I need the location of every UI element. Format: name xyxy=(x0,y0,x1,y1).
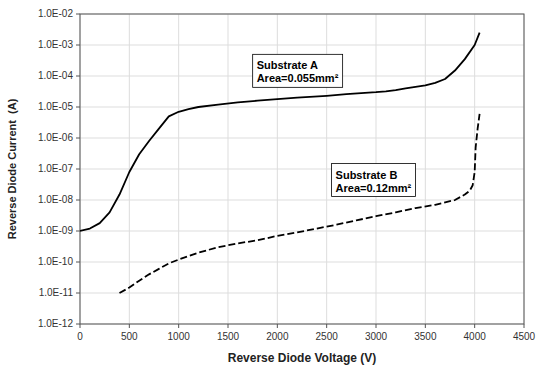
x-tick xyxy=(326,324,327,328)
x-tick xyxy=(524,324,525,328)
x-grid-line xyxy=(228,14,229,324)
y-grid-line xyxy=(80,169,524,170)
plot-area xyxy=(80,33,480,293)
x-tick xyxy=(376,324,377,328)
annotation-text: Substrate BArea=0.12mm² xyxy=(336,169,412,194)
y-tick-label: 1.0E-03 xyxy=(38,39,73,50)
x-tick xyxy=(129,324,130,328)
x-tick-label: 1500 xyxy=(217,331,240,342)
y-grid-line xyxy=(80,45,524,46)
y-tick xyxy=(76,169,80,170)
y-tick xyxy=(76,262,80,263)
y-grid-line xyxy=(80,293,524,294)
y-tick-label: 1.0E-06 xyxy=(38,132,73,143)
y-tick xyxy=(76,293,80,294)
x-tick-label: 0 xyxy=(77,331,83,342)
y-tick xyxy=(76,76,80,77)
x-tick-label: 3500 xyxy=(414,331,437,342)
plot-frame xyxy=(80,14,524,324)
y-grid-line xyxy=(80,138,524,139)
y-tick-label: 1.0E-11 xyxy=(39,287,74,298)
x-tick xyxy=(425,324,426,328)
y-tick xyxy=(76,14,80,15)
chart: 1.0E-12 1.0E-11 1.0E-10 1.0E-09 1.0E-08 1.0E-… xyxy=(0,0,542,370)
x-grid-line xyxy=(178,14,179,324)
x-tick xyxy=(474,324,475,328)
y-tick xyxy=(76,45,80,46)
x-axis-label: Reverse Diode Voltage (V) xyxy=(228,351,377,365)
annotation-line: Substrate A xyxy=(257,59,318,71)
x-grid-line xyxy=(425,14,426,324)
x-grid-line xyxy=(129,14,130,324)
x-tick-label: 2000 xyxy=(266,331,289,342)
x-tick-label: 1000 xyxy=(168,331,191,342)
annotation-box xyxy=(332,164,416,197)
series-line xyxy=(80,33,480,231)
annotation: Substrate BArea=0.12mm² xyxy=(332,164,416,197)
chart-container: 1.0E-12 1.0E-11 1.0E-10 1.0E-09 1.0E-08 1.0E-… xyxy=(0,0,542,370)
y-tick-label: 1.0E-08 xyxy=(38,194,73,205)
y-tick-label: 1.0E-10 xyxy=(38,256,73,267)
x-tick-label: 4000 xyxy=(464,331,487,342)
y-tick xyxy=(76,231,80,232)
annotation: Substrate AArea=0.055mm² xyxy=(253,54,343,87)
annotation-line: Area=0.055mm² xyxy=(257,72,339,84)
y-tick-label: 1.0E-05 xyxy=(38,101,73,112)
x-tick xyxy=(228,324,229,328)
y-tick xyxy=(76,200,80,201)
annotations: Substrate AArea=0.055mm²Substrate BArea=… xyxy=(253,54,416,196)
y-tick xyxy=(76,138,80,139)
annotation-line: Area=0.12mm² xyxy=(336,182,412,194)
y-tick xyxy=(76,324,80,325)
axes: 1.0E-12 1.0E-11 1.0E-10 1.0E-09 1.0E-08 1.0E-… xyxy=(38,8,536,342)
y-tick-label: 1.0E-04 xyxy=(38,70,73,81)
y-grid-line xyxy=(80,262,524,263)
x-tick-label: 2500 xyxy=(316,331,339,342)
x-tick-label: 500 xyxy=(121,331,138,342)
y-tick-label: 1.0E-02 xyxy=(38,8,73,19)
x-tick-label: 3000 xyxy=(365,331,388,342)
y-axis-label: Reverse Diode Current (A) xyxy=(6,98,18,239)
series-line xyxy=(119,114,479,293)
y-grid-line xyxy=(80,107,524,108)
y-tick-label: 1.0E-07 xyxy=(38,163,73,174)
y-tick xyxy=(76,107,80,108)
y-tick-label: 1.0E-12 xyxy=(38,318,73,329)
x-tick-label: 4500 xyxy=(513,331,536,342)
x-tick xyxy=(178,324,179,328)
x-tick xyxy=(277,324,278,328)
grid xyxy=(80,14,524,324)
annotation-box xyxy=(253,54,343,87)
y-tick-label: 1.0E-09 xyxy=(38,225,73,236)
annotation-line: Substrate B xyxy=(336,169,398,181)
annotation-text: Substrate AArea=0.055mm² xyxy=(257,59,339,84)
x-tick xyxy=(80,324,81,328)
